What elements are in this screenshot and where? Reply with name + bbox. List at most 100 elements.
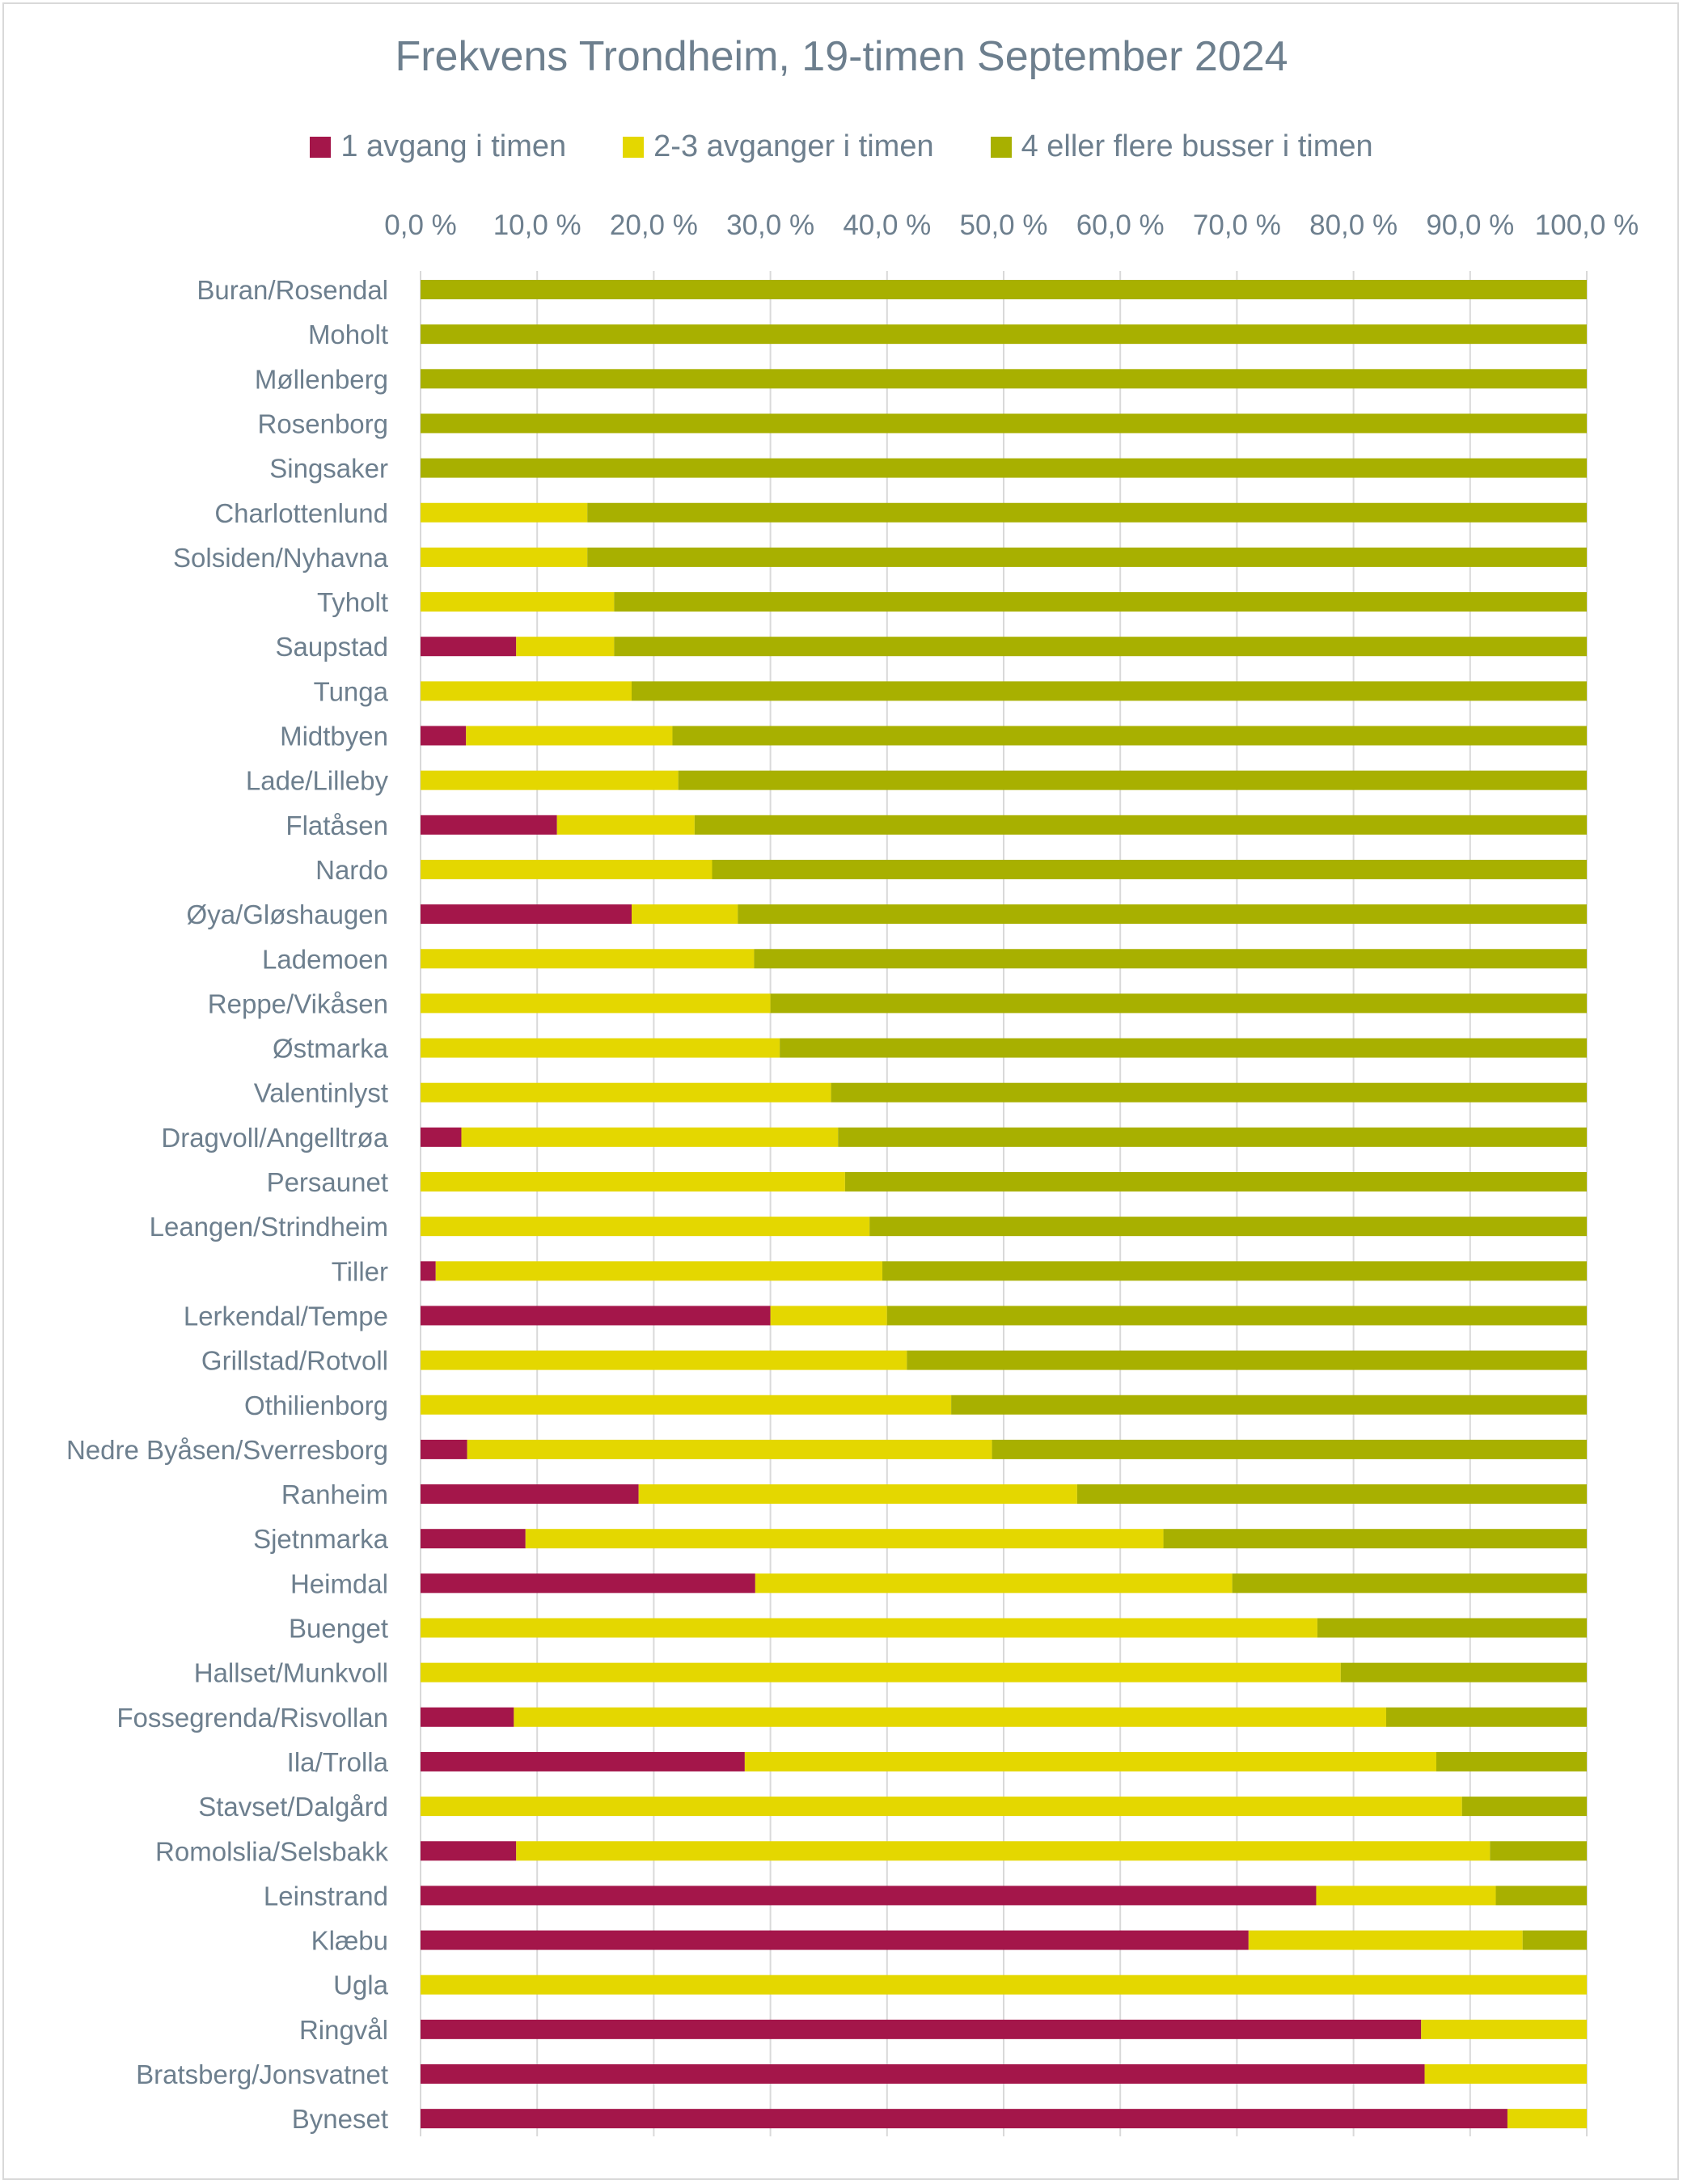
x-tick-label: 10,0 % [493,210,581,241]
legend-item-2-3-avganger: 2-3 avganger i timen [623,129,934,164]
bar-segment-series-1 [421,1841,517,1861]
x-tick-label: 0,0 % [384,210,457,241]
legend-label-4-eller-flere: 4 eller flere busser i timen [1021,129,1373,163]
x-tick-label: 70,0 % [1193,210,1281,241]
bar-segment-series-2 [421,1618,1317,1638]
bar-segment-series-2 [755,1573,1233,1594]
bar-segment-series-1 [421,1306,771,1326]
bar-segment-series-3 [712,859,1587,879]
bar-segment-series-2 [421,993,771,1014]
bar-segment-series-3 [1163,1529,1587,1549]
legend-swatch-1-avgang [310,136,332,158]
bar-segment-series-1 [421,2109,1508,2129]
bar-segment-series-3 [421,458,1587,478]
bar-segment-series-1 [421,904,632,925]
category-label: Rosenborg [258,408,388,438]
bar-segment-series-1 [421,2064,1425,2084]
x-tick-label: 20,0 % [610,210,698,241]
bar-segment-series-3 [738,904,1587,925]
legend-label-2-3-avganger: 2-3 avganger i timen [653,129,934,163]
category-label: Nedre Byåsen/Sverresborg [66,1435,388,1465]
bar-segment-series-2 [421,859,713,879]
bar-segment-series-2 [421,1217,870,1237]
bar-segment-series-3 [770,993,1587,1014]
bar-segment-series-1 [421,815,557,835]
bar-segment-series-2 [770,1306,887,1326]
bar-segment-series-1 [421,1573,755,1594]
category-label: Klæbu [311,1926,388,1956]
bar-segment-series-2 [421,1172,845,1191]
bar-segment-series-2 [421,547,588,567]
bar-segment-series-3 [421,413,1587,434]
category-label: Lerkendal/Tempe [184,1301,388,1331]
bar-segment-series-3 [1461,1797,1587,1817]
x-tick-label: 100,0 % [1535,210,1639,241]
bar-segment-series-2 [421,1395,952,1415]
bar-segment-series-1 [421,726,467,746]
bar-segment-series-2 [421,1974,1587,1995]
category-label: Ugla [333,1970,389,2000]
bar-segment-series-2 [1316,1886,1496,1906]
category-label: Singsaker [269,454,388,484]
category-label: Grillstad/Rotvoll [201,1346,388,1376]
bar-segment-series-3 [1340,1662,1587,1682]
bar-segment-series-3 [907,1350,1587,1370]
bar-segment-series-3 [780,1038,1587,1058]
category-label: Ranheim [281,1479,388,1509]
x-tick-label: 50,0 % [960,210,1048,241]
bar-segment-series-3 [1436,1751,1587,1771]
bar-segment-series-2 [467,1439,992,1459]
category-label: Ila/Trolla [287,1747,389,1777]
category-label: Dragvoll/Angelltrøa [161,1123,388,1153]
category-label: Lademoen [262,944,388,974]
bar-segment-series-3 [421,280,1587,299]
category-label: Flatåsen [285,811,388,840]
legend-label-1-avgang: 1 avgang i timen [340,129,567,163]
bar-segment-series-1 [421,1886,1317,1906]
bar-segment-series-2 [421,502,588,523]
bar-segment-series-2 [638,1484,1077,1505]
bar-segment-series-2 [421,681,632,701]
bar-segment-series-2 [525,1529,1164,1549]
category-label: Midtbyen [280,722,388,751]
bar-segment-series-2 [435,1261,883,1281]
category-label: Othilienborg [244,1390,388,1420]
bar-segment-series-2 [1421,2019,1587,2039]
bar-segment-series-2 [514,1707,1386,1727]
bar-segment-series-2 [632,904,738,925]
category-label: Persaunet [267,1167,388,1197]
bar-segment-series-3 [614,592,1587,612]
legend-swatch-4-eller-flere [990,136,1012,158]
bar-segment-series-2 [421,592,615,612]
bar-segment-series-2 [421,1038,780,1058]
bar-segment-series-3 [678,770,1587,790]
category-label: Hallset/Munkvoll [194,1658,388,1688]
category-label: Byneset [292,2104,388,2134]
bar-segment-series-3 [614,637,1587,657]
bar-segment-series-3 [1522,1930,1587,1950]
category-label: Øya/Gløshaugen [187,899,388,929]
bar-segment-series-2 [421,1797,1462,1817]
bar-segment-series-3 [587,547,1587,567]
bar-segment-series-3 [1385,1707,1587,1727]
bar-segment-series-1 [421,1529,526,1549]
bar-segment-series-2 [421,1350,907,1370]
bar-segment-series-3 [587,502,1587,523]
bar-segment-series-1 [421,1707,514,1727]
chart-legend: 1 avgang i timen 2-3 avganger i timen 4 … [0,129,1683,164]
chart-title: Frekvens Trondheim, 19-timen September 2… [395,33,1288,80]
bar-segment-series-3 [421,324,1587,345]
bar-segment-series-2 [421,1662,1341,1682]
category-label: Romolslia/Selsbakk [155,1836,388,1866]
bar-segment-series-3 [1495,1886,1587,1906]
bar-segment-series-1 [421,1127,462,1147]
bar-segment-series-2 [744,1751,1436,1771]
bar-segment-series-3 [844,1172,1587,1191]
x-tick-label: 30,0 % [726,210,814,241]
category-label: Sjetnmarka [253,1524,389,1554]
category-label: Leangen/Strindheim [150,1212,388,1242]
bar-segment-series-1 [421,1484,639,1505]
category-label: Moholt [308,320,388,349]
